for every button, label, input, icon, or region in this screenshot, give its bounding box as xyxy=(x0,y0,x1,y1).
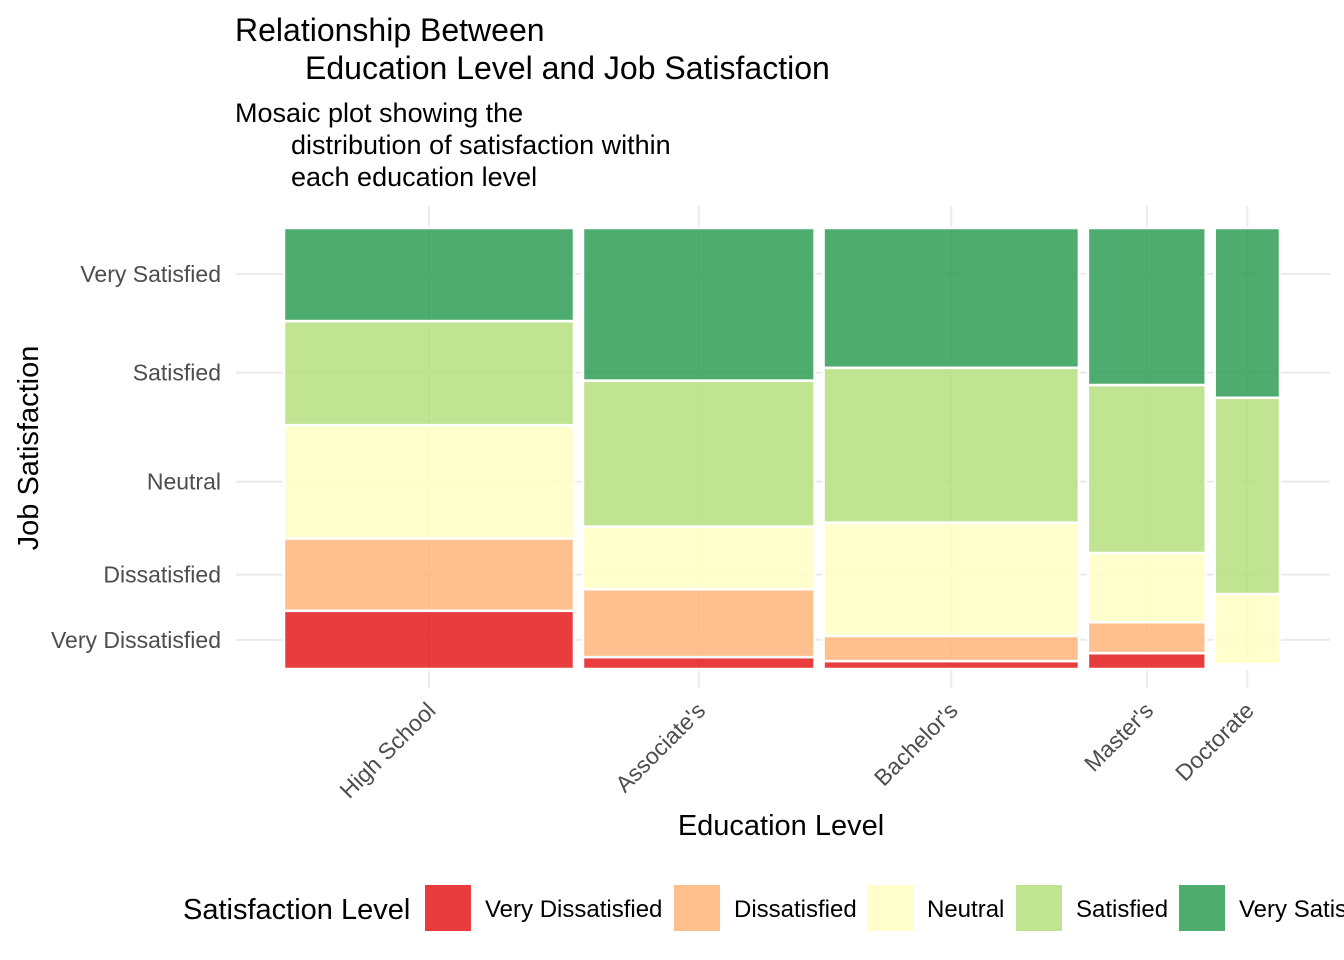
tile-doctorate-very-satisfied xyxy=(1213,226,1282,400)
tile-master-s-very-dissatisfied xyxy=(1086,651,1207,671)
chart-subtitle-line-3: each education level xyxy=(291,162,537,192)
x-tick-label-master-s: Master's xyxy=(1079,697,1158,776)
tile-high-school-neutral xyxy=(282,423,576,540)
legend-key-satisfied xyxy=(1016,885,1062,931)
x-tick-label-doctorate: Doctorate xyxy=(1170,697,1259,786)
tile-associate-s-neutral xyxy=(581,525,816,591)
tile-master-s-dissatisfied xyxy=(1086,621,1207,655)
y-tick-label-dissatisfied: Dissatisfied xyxy=(103,562,221,588)
legend-label-neutral: Neutral xyxy=(927,896,1004,923)
legend-key-dissatisfied xyxy=(674,885,720,931)
y-axis-title: Job Satisfaction xyxy=(13,346,45,551)
y-tick-label-very-dissatisfied: Very Dissatisfied xyxy=(51,627,221,653)
tile-doctorate-neutral xyxy=(1213,592,1282,666)
x-axis-title: Education Level xyxy=(678,810,884,842)
y-tick-label-very-satisfied: Very Satisfied xyxy=(80,261,221,287)
legend-label-satisfied: Satisfied xyxy=(1076,896,1168,923)
x-axis-ticks: High School Associate's Bachelor's Master's… xyxy=(334,697,1258,803)
tile-associate-s-very-dissatisfied xyxy=(581,655,816,671)
mosaic-tiles xyxy=(282,226,1282,671)
tile-bachelor-s-dissatisfied xyxy=(822,634,1081,663)
chart-title-line-2: Education Level and Job Satisfaction xyxy=(305,50,830,86)
y-tick-label-neutral: Neutral xyxy=(147,469,221,495)
legend-title: Satisfaction Level xyxy=(183,894,410,926)
legend-label-very-dissatisfied: Very Dissatisfied xyxy=(485,896,662,923)
tile-master-s-very-satisfied xyxy=(1086,226,1207,387)
y-axis-ticks: Very Dissatisfied Dissatisfied Neutral Sati… xyxy=(51,261,221,653)
tile-master-s-satisfied xyxy=(1086,383,1207,555)
tile-bachelor-s-neutral xyxy=(822,521,1081,638)
x-tick-label-high-school: High School xyxy=(334,697,440,803)
tile-high-school-satisfied xyxy=(282,319,576,427)
legend-key-neutral xyxy=(867,885,913,931)
legend: Satisfaction Level Very Dissatisfied Diss… xyxy=(183,885,1344,931)
tile-associate-s-satisfied xyxy=(581,379,816,528)
tile-associate-s-dissatisfied xyxy=(581,587,816,659)
chart-subtitle-line-1: Mosaic plot showing the xyxy=(235,98,523,128)
tile-doctorate-satisfied xyxy=(1213,396,1282,596)
y-tick-label-satisfied: Satisfied xyxy=(133,360,221,386)
tile-high-school-very-satisfied xyxy=(282,226,576,323)
tile-associate-s-very-satisfied xyxy=(581,226,816,382)
x-tick-label-bachelor-s: Bachelor's xyxy=(869,697,963,791)
legend-label-very-satisfied: Very Satisfied xyxy=(1239,896,1344,923)
tile-high-school-dissatisfied xyxy=(282,537,576,613)
tile-master-s-neutral xyxy=(1086,551,1207,624)
legend-key-very-dissatisfied xyxy=(425,885,471,931)
x-tick-label-associate-s: Associate's xyxy=(610,697,710,797)
legend-key-very-satisfied xyxy=(1179,885,1225,931)
tile-high-school-very-dissatisfied xyxy=(282,609,576,671)
chart-title-line-1: Relationship Between xyxy=(235,12,545,48)
tile-bachelor-s-very-satisfied xyxy=(822,226,1081,370)
tile-bachelor-s-satisfied xyxy=(822,366,1081,524)
chart-subtitle-line-2: distribution of satisfaction within xyxy=(291,130,671,160)
legend-label-dissatisfied: Dissatisfied xyxy=(734,896,857,923)
